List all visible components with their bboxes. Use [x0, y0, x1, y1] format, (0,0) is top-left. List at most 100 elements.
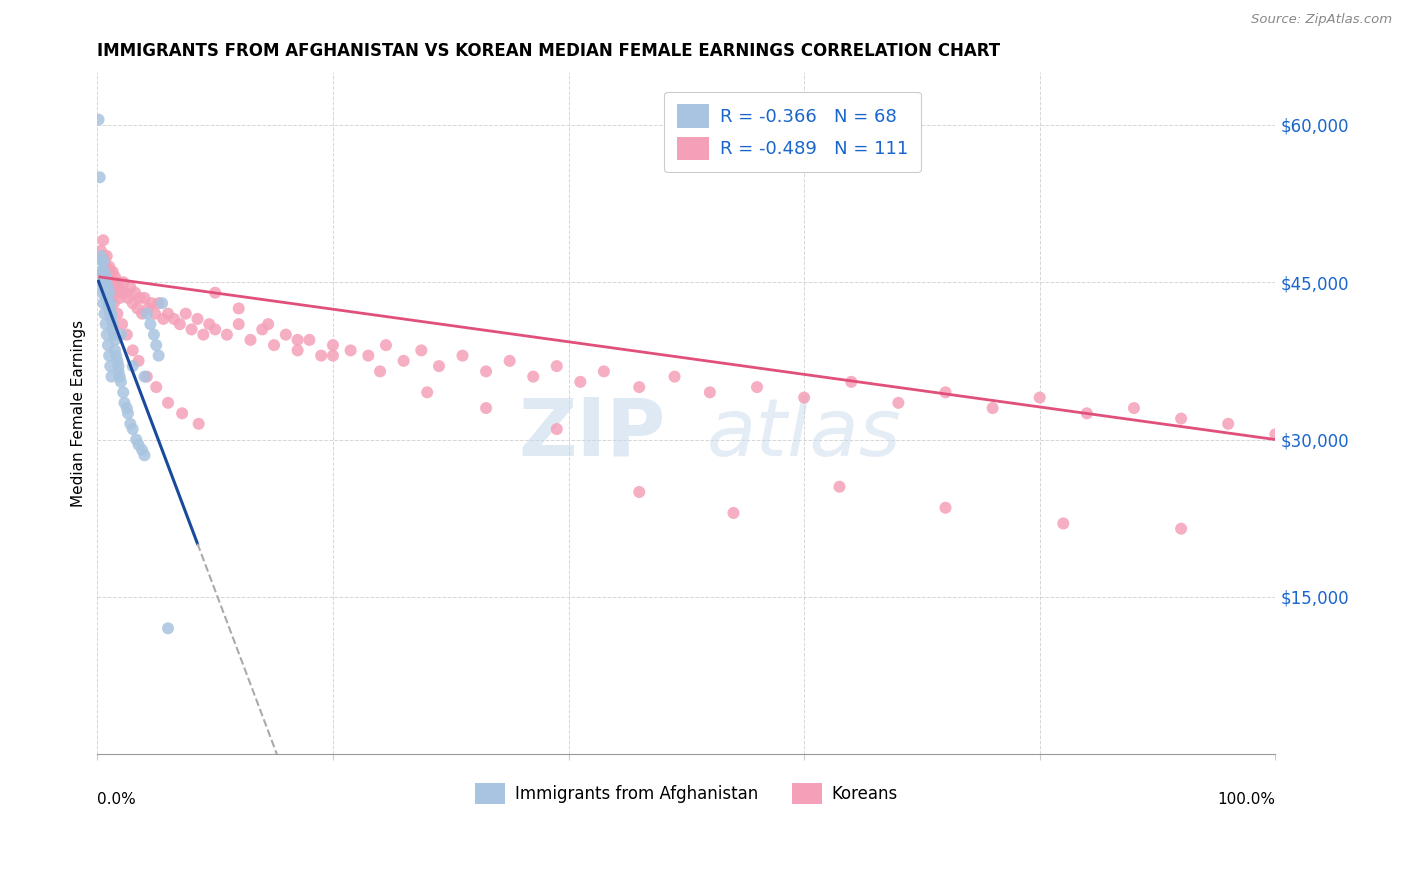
Point: [1123, 401, 1146, 415]
Point: [108, 291, 131, 305]
Point: [117, 406, 139, 420]
Point: [828, 480, 851, 494]
Point: [98, 359, 121, 373]
Point: [97, 280, 120, 294]
Point: [103, 296, 125, 310]
Point: [186, 312, 208, 326]
Point: [114, 396, 136, 410]
Point: [392, 354, 415, 368]
Point: [145, 380, 167, 394]
Point: [97, 291, 120, 305]
Point: [1029, 391, 1052, 405]
Point: [100, 307, 122, 321]
Point: [100, 312, 122, 326]
Point: [1218, 417, 1240, 431]
Point: [204, 322, 226, 336]
Point: [131, 443, 153, 458]
Point: [451, 349, 474, 363]
Point: [98, 296, 121, 310]
Text: Source: ZipAtlas.com: Source: ZipAtlas.com: [1251, 13, 1392, 27]
Point: [143, 307, 166, 321]
Point: [93, 307, 115, 321]
Point: [981, 401, 1004, 415]
Point: [91, 265, 114, 279]
Point: [90, 249, 112, 263]
Point: [97, 275, 120, 289]
Point: [97, 269, 120, 284]
Point: [94, 317, 117, 331]
Point: [110, 327, 132, 342]
Point: [134, 369, 156, 384]
Text: IMMIGRANTS FROM AFGHANISTAN VS KOREAN MEDIAN FEMALE EARNINGS CORRELATION CHART: IMMIGRANTS FROM AFGHANISTAN VS KOREAN ME…: [97, 42, 1001, 60]
Point: [105, 354, 128, 368]
Point: [91, 233, 114, 247]
Point: [96, 280, 118, 294]
Point: [94, 260, 117, 274]
Point: [115, 401, 138, 415]
Point: [107, 359, 129, 373]
Point: [94, 275, 117, 289]
Point: [101, 265, 124, 279]
Point: [91, 285, 114, 300]
Point: [98, 260, 121, 274]
Point: [104, 333, 127, 347]
Point: [98, 265, 121, 279]
Point: [121, 343, 143, 358]
Point: [91, 265, 114, 279]
Point: [157, 307, 180, 321]
Point: [91, 249, 114, 263]
Point: [104, 343, 127, 358]
Point: [152, 312, 174, 326]
Point: [263, 338, 285, 352]
Point: [112, 275, 135, 289]
Point: [121, 359, 143, 373]
Point: [100, 369, 122, 384]
Point: [257, 317, 280, 331]
Point: [839, 375, 862, 389]
Point: [98, 285, 121, 300]
Point: [357, 349, 380, 363]
Point: [163, 312, 186, 326]
Point: [111, 317, 134, 331]
Point: [198, 317, 221, 331]
Point: [93, 280, 115, 294]
Point: [1170, 522, 1192, 536]
Point: [745, 380, 768, 394]
Point: [1052, 516, 1074, 531]
Point: [187, 417, 209, 431]
Point: [124, 285, 146, 300]
Point: [91, 254, 114, 268]
Point: [793, 391, 815, 405]
Point: [90, 275, 112, 289]
Point: [105, 285, 128, 300]
Point: [107, 364, 129, 378]
Point: [105, 275, 128, 289]
Point: [96, 249, 118, 263]
Point: [172, 406, 194, 420]
Point: [93, 269, 115, 284]
Point: [475, 364, 498, 378]
Point: [169, 317, 191, 331]
Point: [97, 296, 120, 310]
Point: [96, 327, 118, 342]
Point: [101, 317, 124, 331]
Point: [569, 375, 592, 389]
Point: [148, 349, 170, 363]
Point: [120, 280, 142, 294]
Point: [91, 249, 114, 263]
Point: [252, 322, 274, 336]
Point: [287, 333, 309, 347]
Point: [628, 485, 651, 500]
Point: [416, 385, 439, 400]
Point: [180, 322, 202, 336]
Point: [1076, 406, 1098, 420]
Point: [239, 333, 262, 347]
Point: [101, 322, 124, 336]
Point: [105, 307, 128, 321]
Point: [110, 285, 132, 300]
Text: atlas: atlas: [707, 395, 901, 473]
Point: [136, 301, 159, 316]
Point: [90, 244, 112, 258]
Point: [107, 280, 129, 294]
Point: [94, 285, 117, 300]
